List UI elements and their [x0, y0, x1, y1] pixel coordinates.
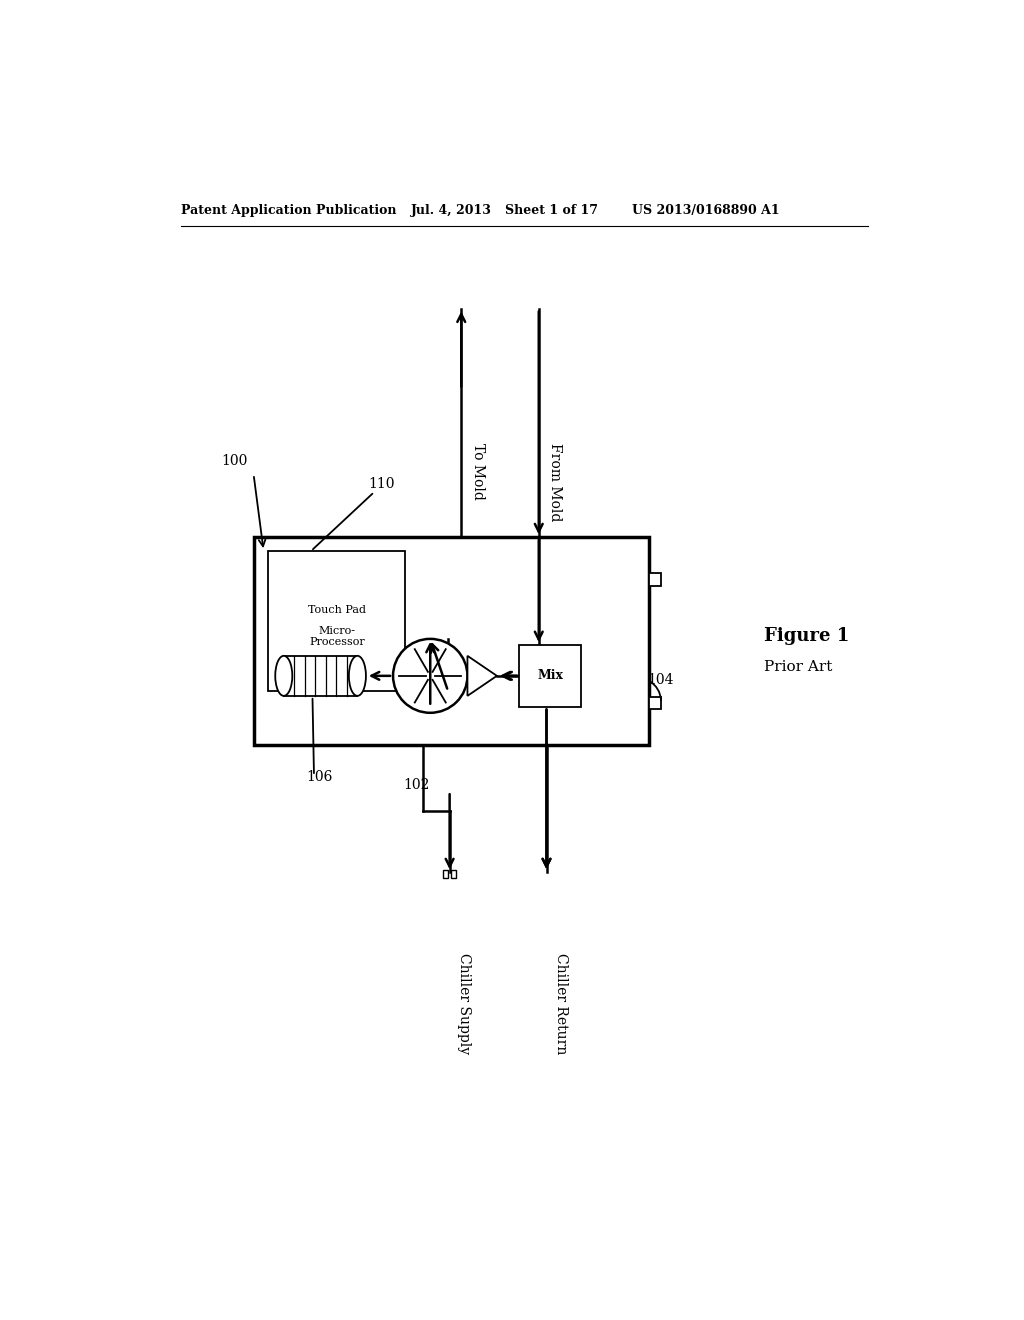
- Text: 102: 102: [403, 779, 429, 792]
- Text: Patent Application Publication: Patent Application Publication: [180, 205, 396, 218]
- Polygon shape: [467, 656, 497, 696]
- Text: To Mold: To Mold: [471, 444, 484, 500]
- Bar: [649, 697, 662, 709]
- Bar: [268, 552, 406, 692]
- Text: Sheet 1 of 17: Sheet 1 of 17: [506, 205, 598, 218]
- Bar: [519, 645, 582, 706]
- Bar: [254, 537, 649, 744]
- Text: Micro-
Processor: Micro- Processor: [309, 626, 365, 647]
- Bar: [284, 656, 357, 696]
- Text: Touch Pad: Touch Pad: [308, 605, 366, 615]
- Ellipse shape: [349, 656, 366, 696]
- Text: Mix: Mix: [538, 669, 563, 682]
- Text: Chiller Return: Chiller Return: [554, 953, 568, 1055]
- Circle shape: [393, 639, 467, 713]
- Text: 106: 106: [306, 771, 333, 784]
- Bar: [452, 870, 456, 878]
- Ellipse shape: [275, 656, 292, 696]
- Text: 104: 104: [647, 673, 674, 686]
- Text: US 2013/0168890 A1: US 2013/0168890 A1: [632, 205, 779, 218]
- Text: 100: 100: [222, 454, 248, 469]
- Text: Prior Art: Prior Art: [764, 660, 831, 673]
- Text: Jul. 4, 2013: Jul. 4, 2013: [411, 205, 492, 218]
- Text: Chiller Supply: Chiller Supply: [458, 953, 471, 1055]
- Text: From Mold: From Mold: [548, 444, 562, 521]
- Text: Figure 1: Figure 1: [764, 627, 849, 644]
- Bar: [649, 573, 662, 586]
- Text: 110: 110: [369, 477, 394, 491]
- Bar: [443, 870, 449, 878]
